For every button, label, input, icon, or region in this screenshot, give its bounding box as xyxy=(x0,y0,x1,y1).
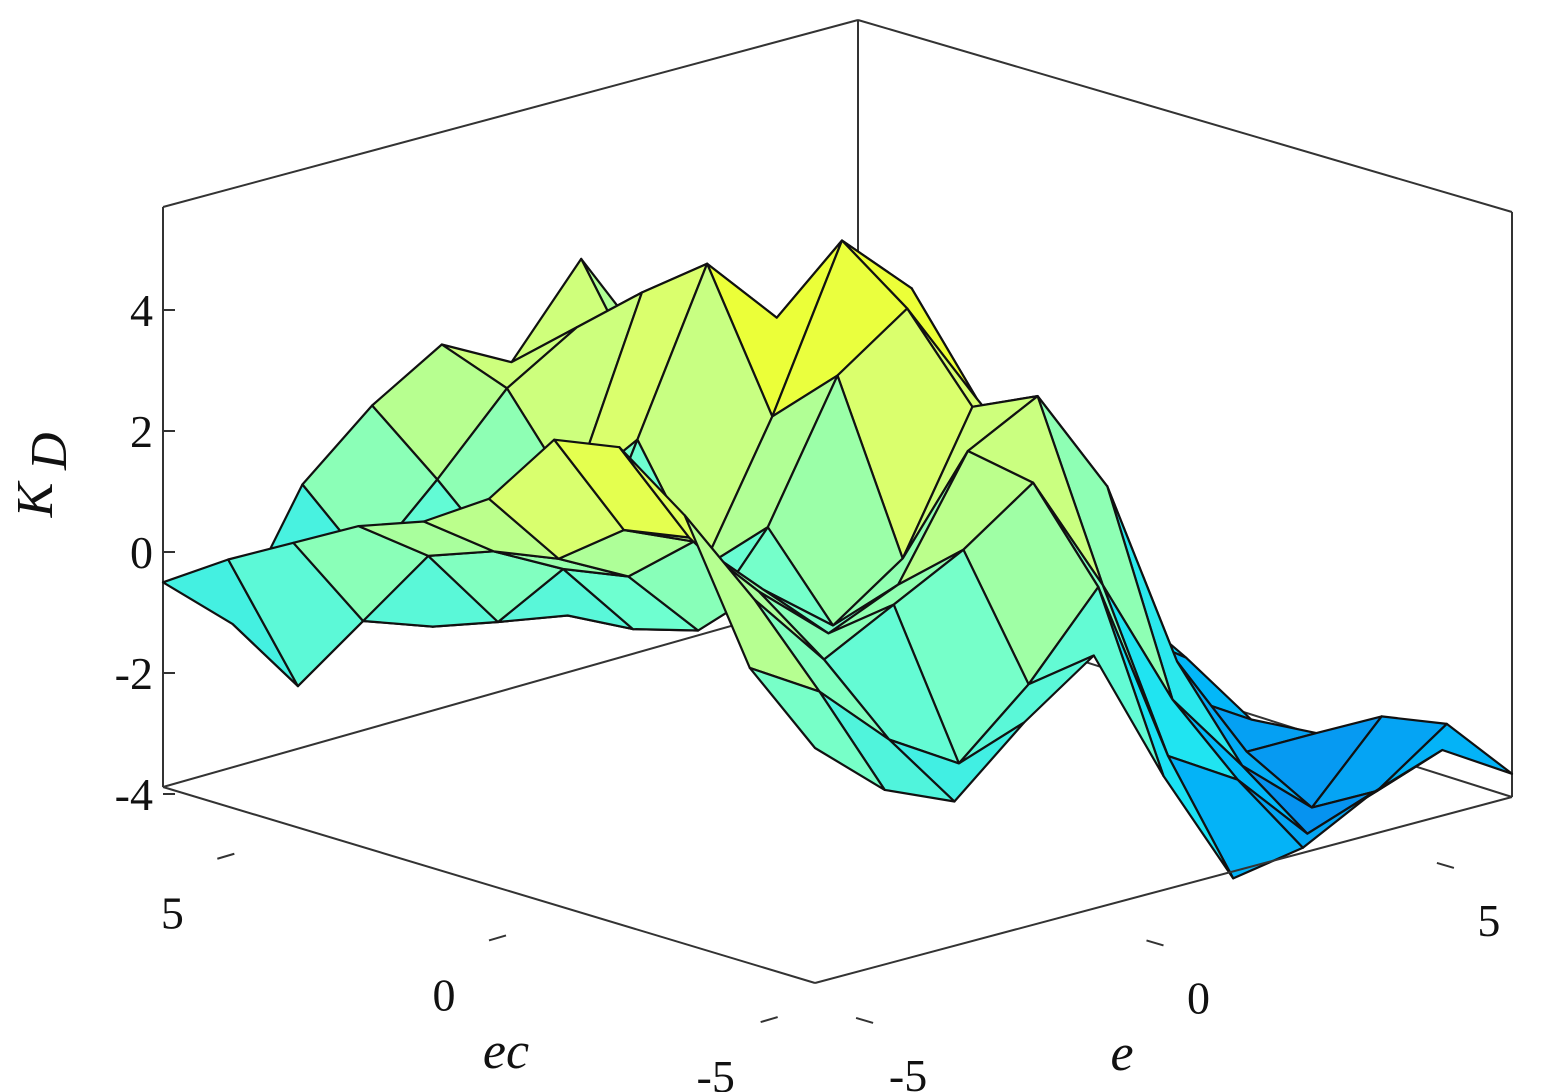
ec-tick-mark xyxy=(760,1016,778,1024)
ec-axis-line xyxy=(162,786,816,984)
kd-tick-label: -2 xyxy=(115,648,153,699)
e-axis-label: e xyxy=(1110,1025,1133,1082)
kd-axis-label-subscript: D xyxy=(21,432,78,471)
ec-tick-label: 5 xyxy=(161,888,184,939)
front-axes xyxy=(162,786,1513,984)
ec-axis-label: ec xyxy=(483,1023,529,1080)
e-axis-line xyxy=(814,796,1513,984)
kd-tick-label: 2 xyxy=(130,406,153,457)
kd-surface xyxy=(161,239,1514,880)
ec-axis-ticks: 5 0 -5 xyxy=(161,852,778,1092)
e-tick-label: -5 xyxy=(889,1050,927,1092)
ec-tick-mark xyxy=(217,852,235,860)
kd-axis-label-main: K xyxy=(7,480,64,518)
ec-tick-label: 0 xyxy=(433,969,456,1020)
e-tick-label: 0 xyxy=(1187,972,1210,1023)
e-tick-label: 5 xyxy=(1477,895,1500,946)
ec-tick-label: -5 xyxy=(697,1051,735,1092)
kd-axis-label: K D xyxy=(7,432,78,518)
e-tick-mark xyxy=(1436,861,1455,869)
axis-line xyxy=(162,19,859,208)
kd-tick-label: -4 xyxy=(115,769,153,820)
e-axis-ticks: -5 0 5 xyxy=(855,861,1500,1092)
ec-tick-mark xyxy=(488,934,507,942)
kd-axis-ticks: 4 2 0 -2 -4 xyxy=(115,285,175,820)
kd-tick-label: 4 xyxy=(130,285,153,336)
axis-line xyxy=(857,19,1513,213)
e-tick-mark xyxy=(855,1016,874,1024)
e-tick-mark xyxy=(1146,939,1164,947)
surface-patch xyxy=(748,666,886,792)
kd-tick-label: 0 xyxy=(130,527,153,578)
